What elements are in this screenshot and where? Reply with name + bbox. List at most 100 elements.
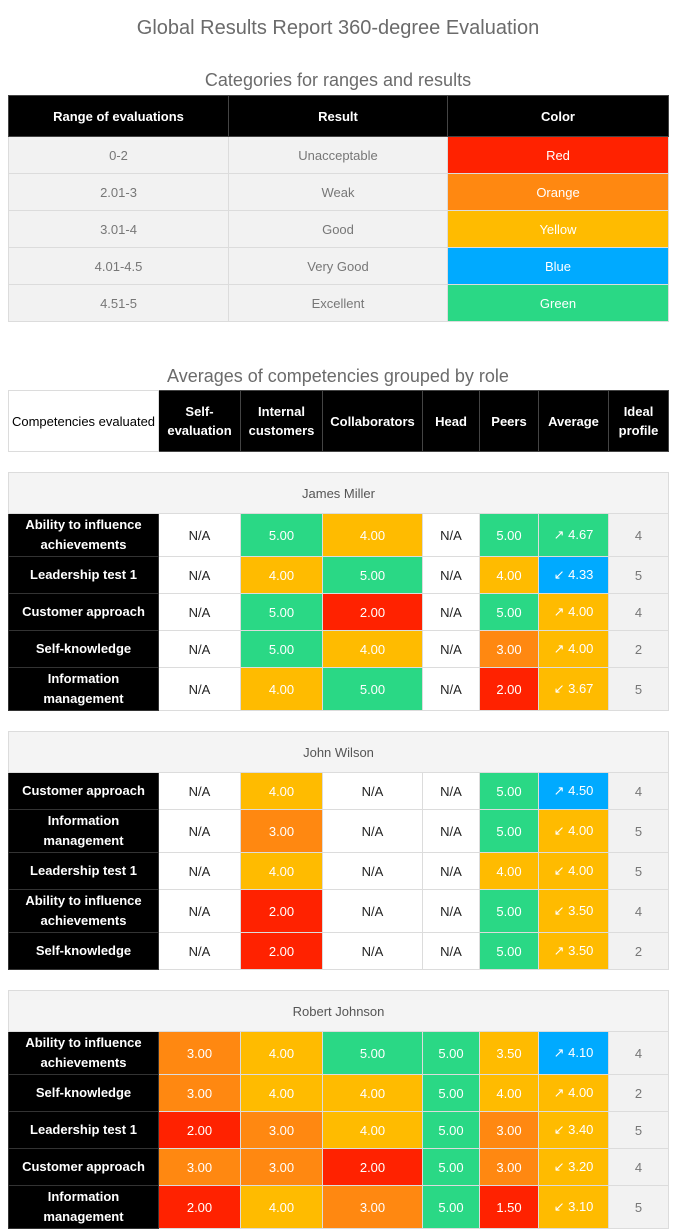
averages-header-cell: Competencies evaluated (8, 390, 159, 452)
peers-score-cell: 4.00 (479, 852, 539, 890)
internal-score-cell: 4.00 (240, 556, 323, 594)
color-swatch-cell: Red (447, 136, 669, 174)
head-score-cell: N/A (422, 556, 480, 594)
internal-score-cell: 2.00 (240, 932, 323, 970)
group-header-row: James Miller (8, 472, 669, 514)
competency-name: Self-knowledge (8, 630, 159, 668)
peers-score-cell: 5.00 (479, 593, 539, 631)
self-score-cell: N/A (158, 556, 241, 594)
competency-name: Ability to influence achievements (8, 889, 159, 933)
ideal-profile-cell: 5 (608, 556, 669, 594)
internal-score-cell: 5.00 (240, 630, 323, 668)
competency-name: Self-knowledge (8, 932, 159, 970)
collab-score-cell: N/A (322, 932, 423, 970)
peers-score-cell: 1.50 (479, 1185, 539, 1229)
ideal-profile-cell: 4 (608, 593, 669, 631)
self-score-cell: N/A (158, 852, 241, 890)
ranges-header-cell: Color (447, 95, 669, 137)
averages-header-row: Competencies evaluated Self-evaluation Int… (8, 390, 669, 452)
range-row: 4.51-5 Excellent Green (8, 284, 669, 322)
competency-name: Information management (8, 1185, 159, 1229)
spacer-cell (8, 451, 669, 473)
internal-score-cell: 3.00 (240, 1111, 323, 1149)
collab-score-cell: 3.00 (322, 1185, 423, 1229)
group-spacer (8, 969, 669, 991)
peers-score-cell: 5.00 (479, 772, 539, 810)
range-cell: 2.01-3 (8, 173, 229, 211)
competency-name: Ability to influence achievements (8, 1031, 159, 1075)
head-score-cell: N/A (422, 513, 480, 557)
peers-score-cell: 5.00 (479, 932, 539, 970)
self-score-cell: 2.00 (158, 1185, 241, 1229)
group-spacer (8, 710, 669, 732)
internal-score-cell: 2.00 (240, 889, 323, 933)
competency-name: Information management (8, 809, 159, 853)
average-score-cell: ↙ 3.40 (538, 1111, 609, 1149)
ideal-profile-cell: 2 (608, 630, 669, 668)
collab-score-cell: 2.00 (322, 593, 423, 631)
result-cell: Excellent (228, 284, 448, 322)
range-row: 3.01-4 Good Yellow (8, 210, 669, 248)
average-score-cell: ↙ 3.10 (538, 1185, 609, 1229)
ranges-header-cell: Range of evaluations (8, 95, 229, 137)
competency-row: Customer approach N/A 4.00 N/A N/A 5.00 ↗ 4.50… (8, 772, 669, 810)
competency-row: Information management N/A 3.00 N/A N/A 5.00 ↙… (8, 809, 669, 853)
self-score-cell: N/A (158, 809, 241, 853)
collab-score-cell: 4.00 (322, 1111, 423, 1149)
average-score-cell: ↗ 4.00 (538, 630, 609, 668)
ideal-profile-cell: 4 (608, 889, 669, 933)
ideal-profile-cell: 4 (608, 772, 669, 810)
averages-header-cell: Self-evaluation (158, 390, 241, 452)
averages-header-cell: Internal customers (240, 390, 323, 452)
collab-score-cell: N/A (322, 809, 423, 853)
competency-name: Information management (8, 667, 159, 711)
color-swatch-cell: Green (447, 284, 669, 322)
average-score-cell: ↙ 3.67 (538, 667, 609, 711)
group-header-row: John Wilson (8, 731, 669, 773)
self-score-cell: 3.00 (158, 1031, 241, 1075)
self-score-cell: 3.00 (158, 1074, 241, 1112)
competency-name: Self-knowledge (8, 1074, 159, 1112)
peers-score-cell: 5.00 (479, 889, 539, 933)
internal-score-cell: 4.00 (240, 1074, 323, 1112)
collab-score-cell: 2.00 (322, 1148, 423, 1186)
spacer-cell (8, 969, 669, 991)
head-score-cell: N/A (422, 667, 480, 711)
collab-score-cell: 5.00 (322, 667, 423, 711)
peers-score-cell: 3.00 (479, 1111, 539, 1149)
collab-score-cell: 4.00 (322, 630, 423, 668)
internal-score-cell: 4.00 (240, 1185, 323, 1229)
average-score-cell: ↙ 4.33 (538, 556, 609, 594)
average-score-cell: ↗ 4.50 (538, 772, 609, 810)
page-title: Global Results Report 360-degree Evaluat… (136, 17, 540, 39)
competency-name: Leadership test 1 (8, 1111, 159, 1149)
average-score-cell: ↙ 3.50 (538, 889, 609, 933)
collab-score-cell: 5.00 (322, 1031, 423, 1075)
competency-name: Leadership test 1 (8, 556, 159, 594)
collab-score-cell: 4.00 (322, 513, 423, 557)
peers-score-cell: 5.00 (479, 809, 539, 853)
competency-row: Self-knowledge N/A 2.00 N/A N/A 5.00 ↗ 3.50 2 (8, 932, 669, 970)
head-score-cell: N/A (422, 932, 480, 970)
internal-score-cell: 4.00 (240, 852, 323, 890)
ideal-profile-cell: 4 (608, 1031, 669, 1075)
competency-row: Ability to influence achievements 3.00 4.0… (8, 1031, 669, 1075)
ranges-table: Range of evaluations Result Color 0-2 Unacc… (8, 95, 669, 322)
competency-row: Information management N/A 4.00 5.00 N/A 2.00… (8, 667, 669, 711)
head-score-cell: N/A (422, 852, 480, 890)
ideal-profile-cell: 5 (608, 852, 669, 890)
range-row: 4.01-4.5 Very Good Blue (8, 247, 669, 285)
head-score-cell: N/A (422, 630, 480, 668)
head-score-cell: 5.00 (422, 1031, 480, 1075)
ranges-header-cell: Result (228, 95, 448, 137)
peers-score-cell: 4.00 (479, 1074, 539, 1112)
internal-score-cell: 3.00 (240, 1148, 323, 1186)
color-swatch-cell: Orange (447, 173, 669, 211)
self-score-cell: N/A (158, 593, 241, 631)
self-score-cell: N/A (158, 630, 241, 668)
group-name: James Miller (8, 472, 669, 514)
average-score-cell: ↙ 4.00 (538, 852, 609, 890)
color-swatch-cell: Yellow (447, 210, 669, 248)
averages-header-cell: Peers (479, 390, 539, 452)
average-score-cell: ↗ 4.67 (538, 513, 609, 557)
